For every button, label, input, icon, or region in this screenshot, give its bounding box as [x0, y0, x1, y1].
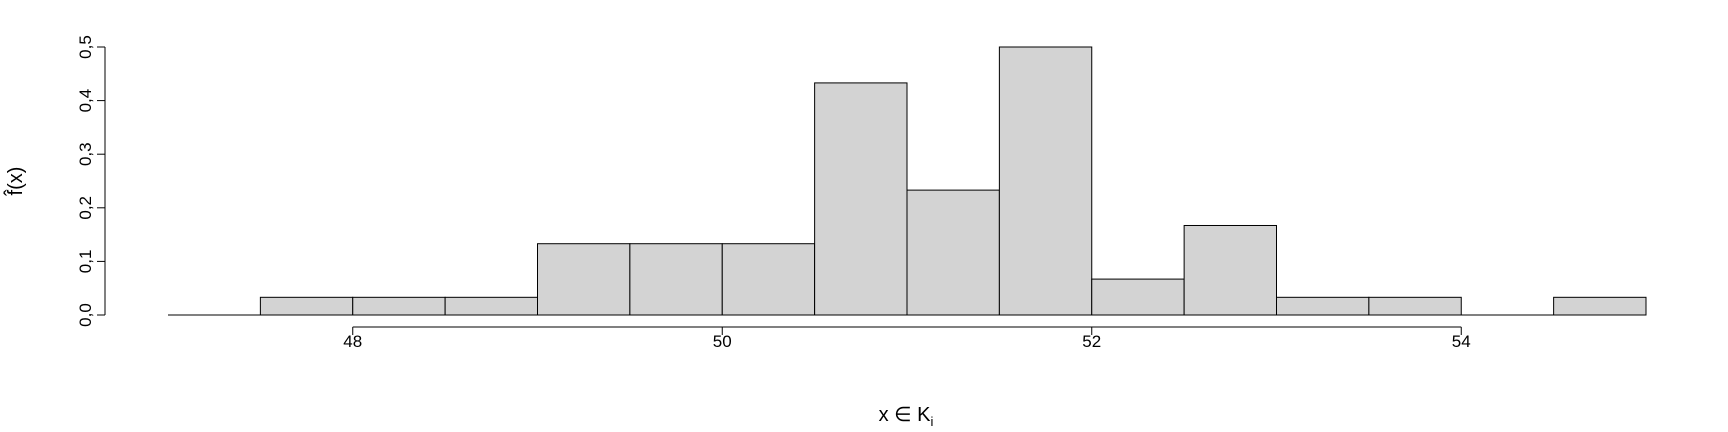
histogram-bar [352, 296, 446, 316]
y-tick-label: 0,2 [76, 196, 95, 220]
y-tick-label: 0,3 [76, 142, 95, 166]
histogram-bar [1276, 296, 1370, 316]
x-axis-title-subscript: i [930, 414, 933, 429]
x-axis-title: x ∈ Ki [879, 404, 934, 429]
y-axis: 0,0 0,1 0,2 0,3 0,4 0,5 [76, 35, 106, 327]
x-tick-label: 50 [713, 332, 732, 351]
histogram-bar [1183, 224, 1277, 316]
y-axis-title: f̂(x) [4, 167, 27, 197]
histogram-bar [629, 243, 723, 316]
x-tick-label: 52 [1082, 332, 1101, 351]
histogram-bar [721, 243, 816, 316]
y-tick-label: 0,5 [76, 35, 95, 59]
histogram-bar [444, 296, 538, 316]
x-tick-label: 48 [343, 332, 362, 351]
histogram-bars [259, 46, 1647, 316]
y-tick-label: 0,1 [76, 250, 95, 274]
histogram-bar [906, 189, 1000, 316]
x-axis: 48 50 52 54 [343, 326, 1471, 351]
x-axis-title-main: x ∈ K [879, 404, 932, 426]
histogram-bar [537, 243, 631, 316]
y-tick-label: 0,0 [76, 303, 95, 327]
histogram-bar [814, 82, 908, 316]
histogram-bar [1091, 278, 1185, 316]
histogram-bar [1368, 296, 1462, 316]
x-tick-label: 54 [1452, 332, 1471, 351]
histogram-bar [259, 296, 354, 316]
y-tick-label: 0,4 [76, 89, 95, 113]
histogram-bar [998, 46, 1093, 316]
histogram-bar [1553, 296, 1647, 316]
